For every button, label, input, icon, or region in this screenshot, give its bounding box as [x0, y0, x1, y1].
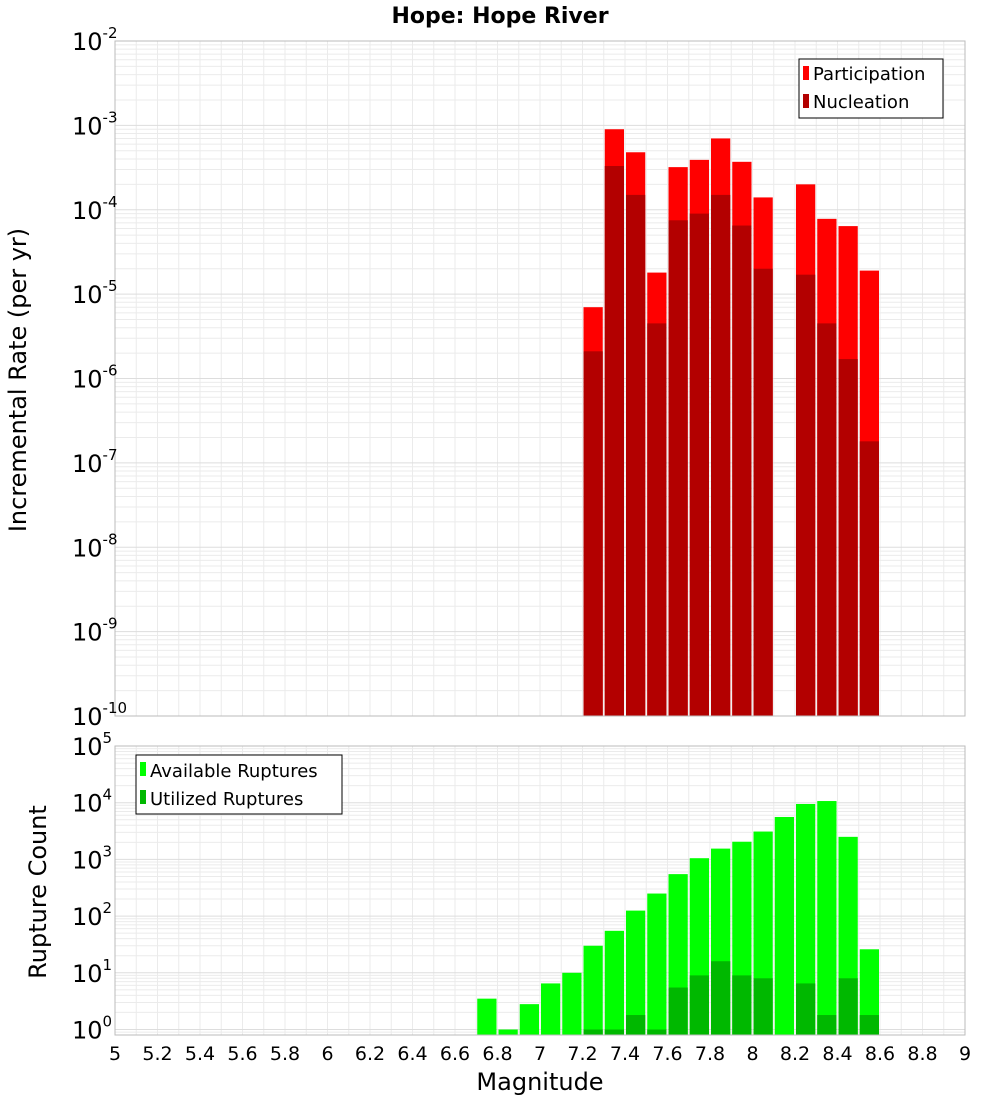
y-tick-label: 103	[72, 842, 112, 874]
y-tick-label: 104	[72, 786, 112, 818]
bar-nucleation	[689, 213, 709, 717]
rate-panel: 10-10 10-9 10-8 10-7 10-6 10-5 10-4 10-3 10-2	[72, 24, 966, 731]
bar-utilized	[732, 975, 752, 1035]
bar-utilized	[753, 978, 773, 1035]
bar-available	[859, 949, 879, 1035]
chart-title: Hope: Hope River	[391, 4, 608, 29]
legend-label-nucleation: Nucleation	[813, 92, 909, 113]
bar-nucleation	[796, 274, 816, 716]
x-tick-label: 6.6	[440, 1043, 470, 1065]
bar-utilized	[838, 978, 858, 1035]
bar-nucleation	[711, 194, 731, 716]
y-tick-label: 10-9	[72, 615, 118, 647]
plot-frame	[114, 745, 966, 1036]
bar-nucleation	[626, 194, 646, 716]
y-tick-label: 102	[72, 899, 112, 931]
rate-legend: Participation Nucleation	[798, 58, 944, 119]
legend-swatch-available	[140, 762, 146, 776]
bar-available	[477, 998, 497, 1035]
bar-utilized	[711, 961, 731, 1035]
y-tick-label: 10-7	[72, 446, 118, 478]
y-tick-label: 10-10	[72, 699, 127, 731]
bar-nucleation	[647, 323, 667, 716]
legend-label-participation: Participation	[813, 64, 925, 85]
y-tick-label: 10-2	[72, 24, 118, 56]
bar-available	[604, 930, 624, 1035]
legend-label-available: Available Ruptures	[150, 761, 318, 782]
bar-available	[817, 801, 837, 1035]
bar-available	[647, 893, 667, 1035]
legend-label-utilized: Utilized Ruptures	[150, 789, 303, 810]
count-panel: 100 101 102 103 104 105 5 5.2 5.4 5.6 5.8 6 6.2 6.4 6.…	[72, 729, 971, 1065]
bar-available	[519, 1004, 539, 1035]
bar-utilized	[796, 983, 816, 1035]
y-tick-label: 100	[72, 1013, 112, 1045]
bar-utilized	[647, 1029, 667, 1035]
bottom-y-axis-label: Rupture Count	[24, 805, 52, 979]
y-tick-label: 10-3	[72, 108, 118, 140]
x-tick-label: 6.8	[482, 1043, 512, 1065]
bar-utilized	[817, 1015, 837, 1035]
bar-nucleation	[753, 268, 773, 716]
x-tick-label: 5.8	[270, 1043, 300, 1065]
y-tick-label: 10-8	[72, 530, 118, 562]
legend-swatch-nucleation	[803, 94, 809, 108]
y-tick-label: 10-6	[72, 362, 118, 394]
bar-utilized	[689, 975, 709, 1035]
x-tick-label: 9	[959, 1043, 971, 1065]
y-tick-label: 105	[72, 729, 112, 761]
x-tick-label: 8.2	[780, 1043, 810, 1065]
legend-swatch-utilized	[140, 790, 146, 804]
x-tick-label: 8.8	[907, 1043, 937, 1065]
bar-nucleation	[583, 351, 603, 716]
bar-utilized	[668, 987, 688, 1035]
bar-available	[774, 816, 794, 1035]
y-tick-label: 101	[72, 956, 112, 988]
bar-available	[583, 945, 603, 1035]
x-tick-label: 5.4	[185, 1043, 215, 1065]
y-tick-label: 10-5	[72, 277, 118, 309]
x-tick-label: 5.2	[142, 1043, 172, 1065]
bar-utilized	[626, 1015, 646, 1035]
bar-available	[562, 972, 582, 1035]
plot-frame	[114, 40, 966, 717]
x-tick-label: 5	[109, 1043, 121, 1065]
bar-utilized	[583, 1029, 603, 1035]
bar-nucleation	[838, 359, 858, 716]
x-tick-label: 8.6	[865, 1043, 895, 1065]
top-y-axis-label: Incremental Rate (per yr)	[4, 228, 32, 532]
x-tick-label: 5.6	[227, 1043, 257, 1065]
bar-nucleation	[817, 323, 837, 716]
x-tick-label: 7.4	[610, 1043, 640, 1065]
x-tick-label: 7.6	[652, 1043, 682, 1065]
bar-nucleation	[668, 220, 688, 717]
bar-available	[541, 983, 561, 1035]
x-tick-label: 6.2	[355, 1043, 385, 1065]
x-tick-label: 7	[534, 1043, 546, 1065]
bar-utilized	[604, 1029, 624, 1035]
bar-available	[796, 803, 816, 1035]
bar-nucleation	[859, 441, 879, 716]
x-tick-label: 7.8	[695, 1043, 725, 1065]
x-tick-label: 8.4	[822, 1043, 852, 1065]
x-tick-label: 8	[746, 1043, 758, 1065]
bar-nucleation	[732, 225, 752, 716]
x-tick-label: 7.2	[567, 1043, 597, 1065]
bar-nucleation	[604, 166, 624, 717]
bar-available	[626, 910, 646, 1035]
count-legend: Available Ruptures Utilized Ruptures	[135, 754, 343, 815]
legend-swatch-participation	[803, 66, 809, 80]
y-tick-label: 10-4	[72, 193, 118, 225]
bar-available	[498, 1029, 518, 1035]
x-tick-label: 6.4	[397, 1043, 427, 1065]
bar-utilized	[859, 1015, 879, 1035]
x-axis-label: Magnitude	[476, 1068, 603, 1096]
x-tick-label: 6	[321, 1043, 333, 1065]
